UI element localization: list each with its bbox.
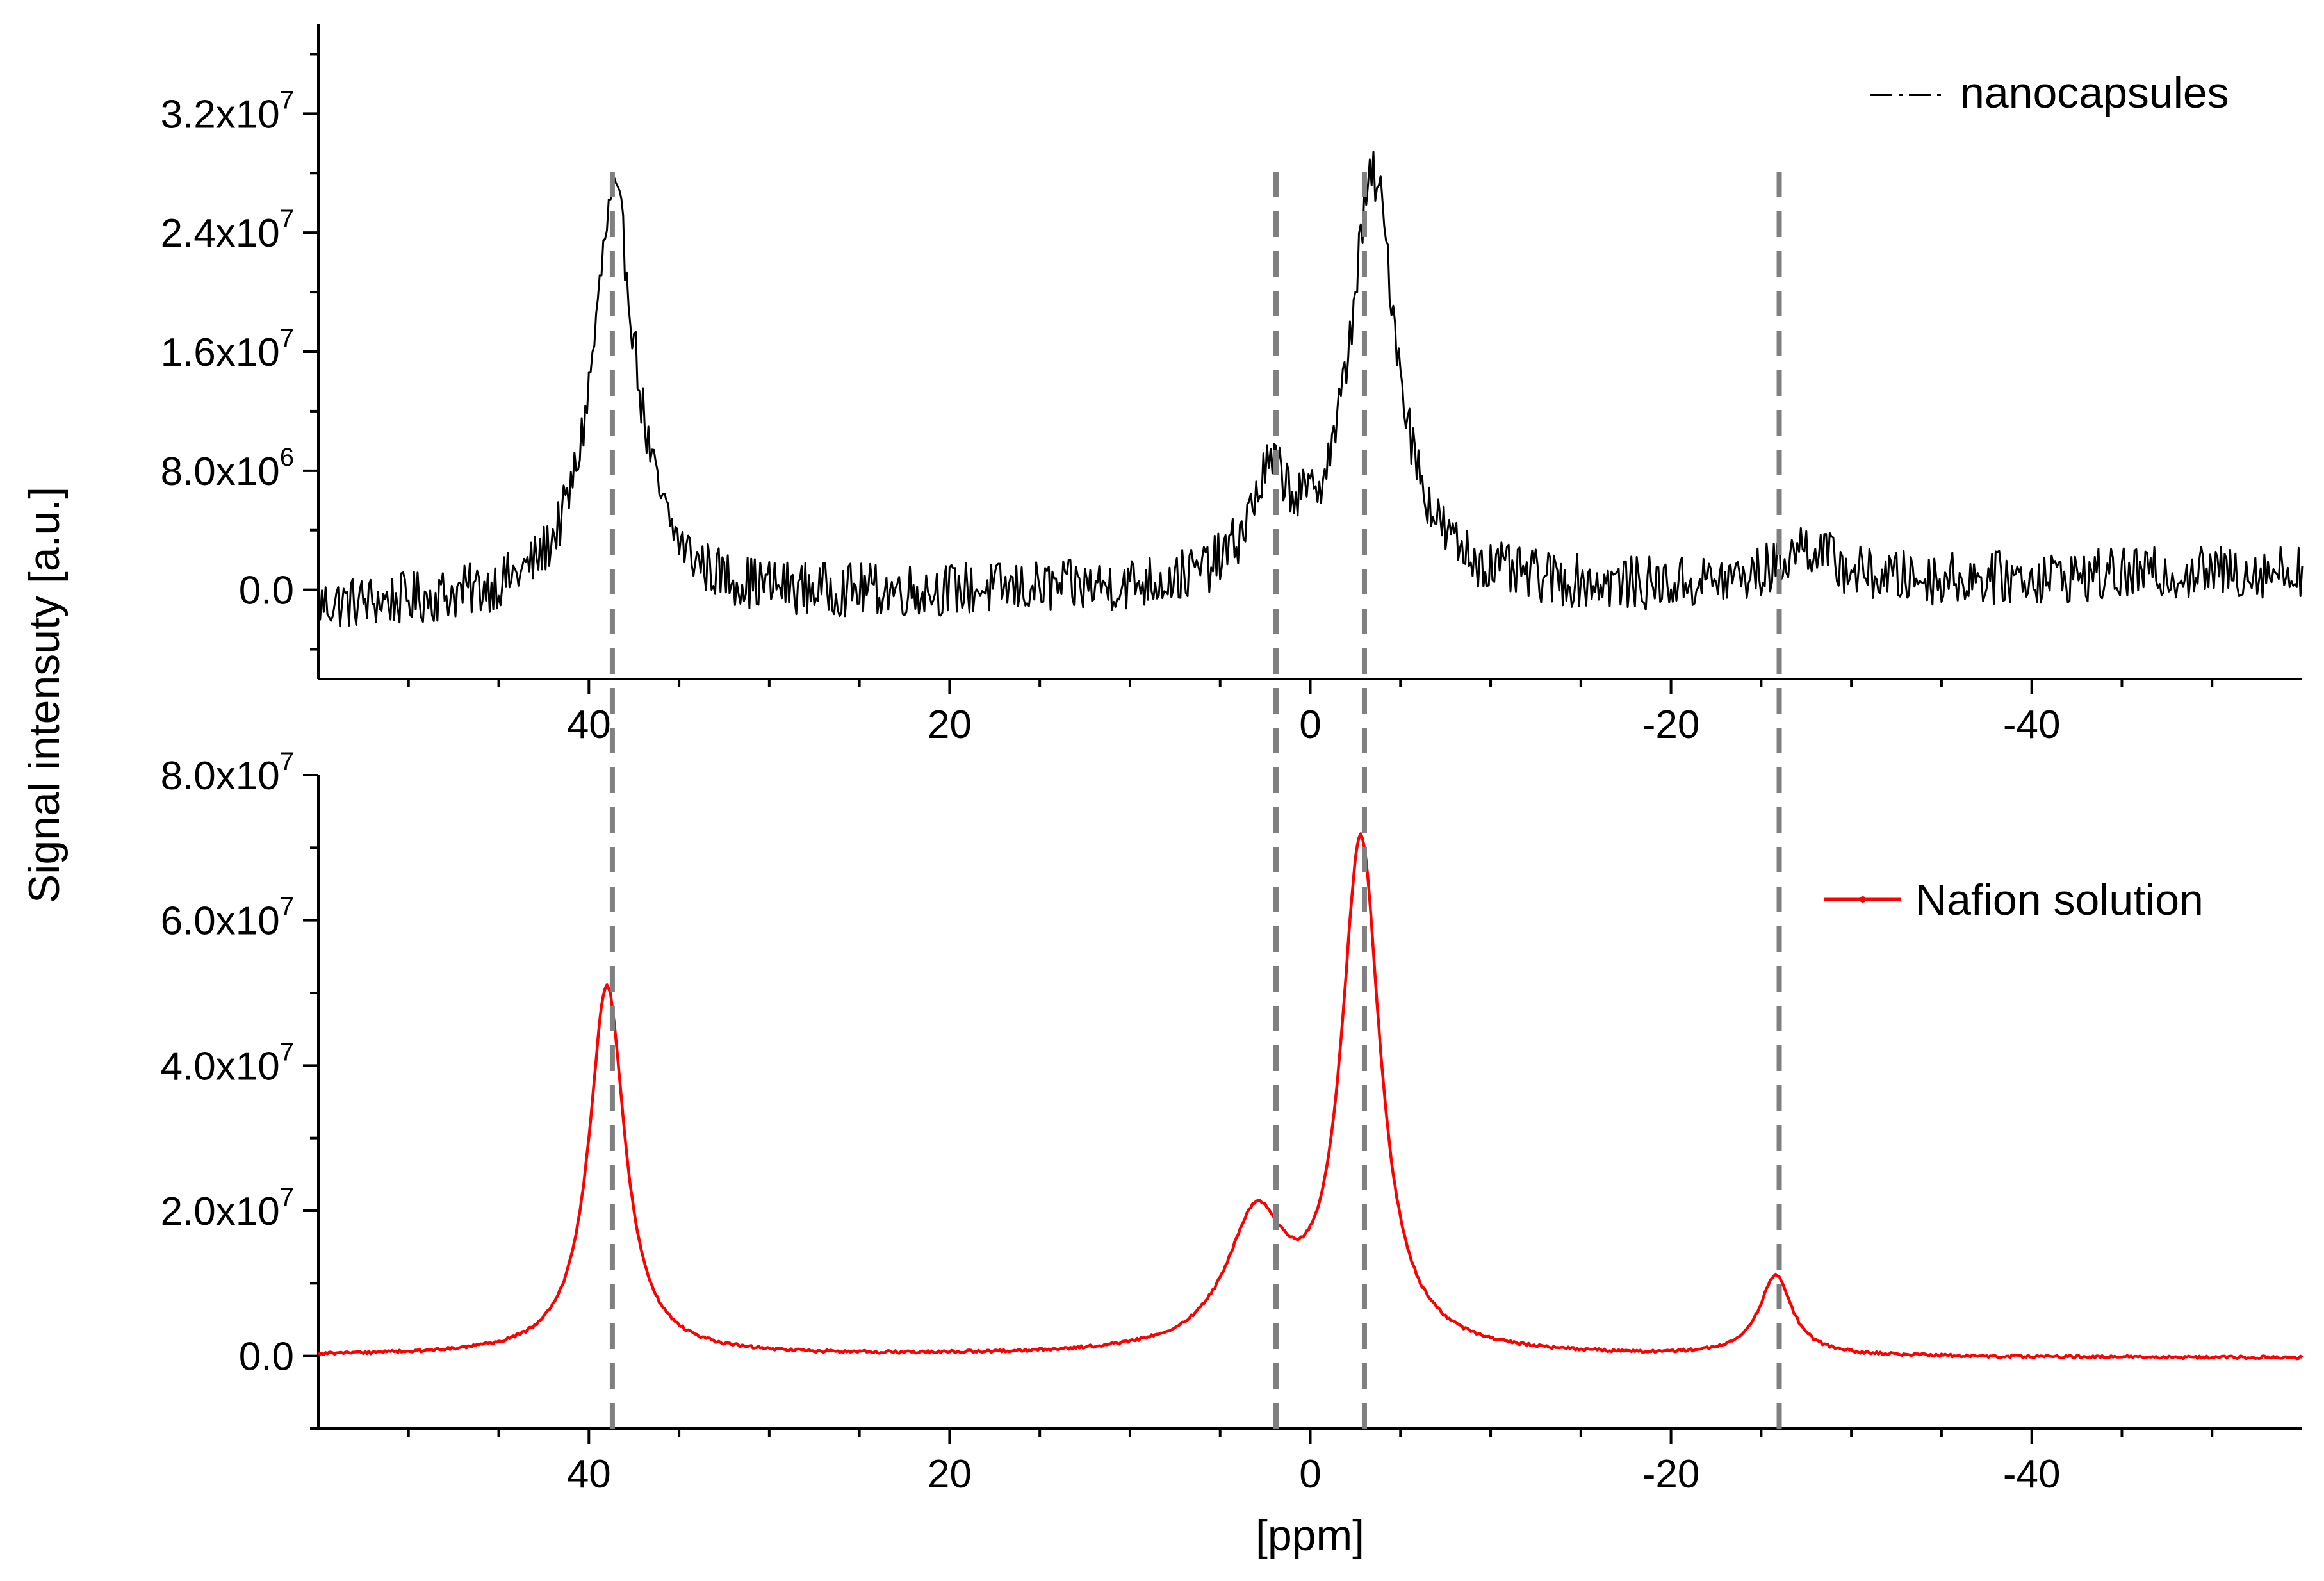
bottom-panel-nafion: 40 20 0 -20 -40 0.0 2.0x107 4.0x107 6.0x107 8.0x1…	[161, 748, 2304, 1496]
x-tick-label: -20	[1642, 1452, 1700, 1496]
x-tick-label: 0	[1299, 703, 1321, 747]
top-panel-nanocapsules: 40 20 0 -20 -40 0.0 8.0x106 1.6x107 2.4x107 3.2x1…	[161, 24, 2304, 747]
y-axis-title: Signal intensuty [a.u.]	[20, 487, 69, 903]
x-tick-label: -20	[1642, 703, 1700, 747]
y-tick-label: 8.0x106	[161, 443, 294, 494]
y-tick-exponent: 6	[280, 443, 294, 471]
x-tick-label: 40	[567, 1452, 611, 1496]
y-tick-label: 0.0	[239, 569, 294, 613]
y-tick-label: 4.0x107	[161, 1038, 294, 1088]
x-tick-label: 0	[1299, 1452, 1321, 1496]
legend-nanocapsules: nanocapsules	[1870, 69, 2229, 117]
legend-nafion: Nafion solution	[1824, 876, 2204, 924]
y-tick-label: 1.6x107	[161, 324, 294, 375]
y-tick-exponent: 7	[280, 86, 294, 114]
series-line-nafion-solution	[317, 832, 2304, 1361]
x-tick-label: -40	[2003, 703, 2061, 747]
legend-nafion-marker	[1860, 896, 1866, 903]
y-tick-label: 0.0	[239, 1335, 294, 1379]
y-tick-exponent: 7	[280, 205, 294, 233]
y-tick-label: 6.0x107	[161, 893, 294, 944]
x-tick-label: 20	[928, 1452, 972, 1496]
x-tick-label: -40	[2003, 1452, 2061, 1496]
y-tick-exponent: 7	[280, 324, 294, 352]
x-tick-label: 40	[567, 703, 611, 747]
y-tick-label: 2.0x107	[161, 1183, 294, 1234]
y-tick-exponent: 7	[280, 1038, 294, 1066]
legend-nafion-label: Nafion solution	[1915, 876, 2204, 924]
y-tick-exponent: 7	[280, 893, 294, 921]
x-axis-title: [ppm]	[1256, 1511, 1364, 1560]
x-tick-label: 20	[928, 703, 972, 747]
y-tick-label: 3.2x107	[161, 86, 294, 136]
reference-lines	[609, 172, 1782, 1438]
series-line-nanocapsules	[317, 151, 2304, 628]
legend-nanocapsules-label: nanocapsules	[1960, 69, 2229, 117]
y-tick-label: 8.0x107	[161, 748, 294, 798]
y-tick-exponent: 7	[280, 748, 294, 776]
y-tick-label: 2.4x107	[161, 205, 294, 256]
y-tick-exponent: 7	[280, 1183, 294, 1211]
